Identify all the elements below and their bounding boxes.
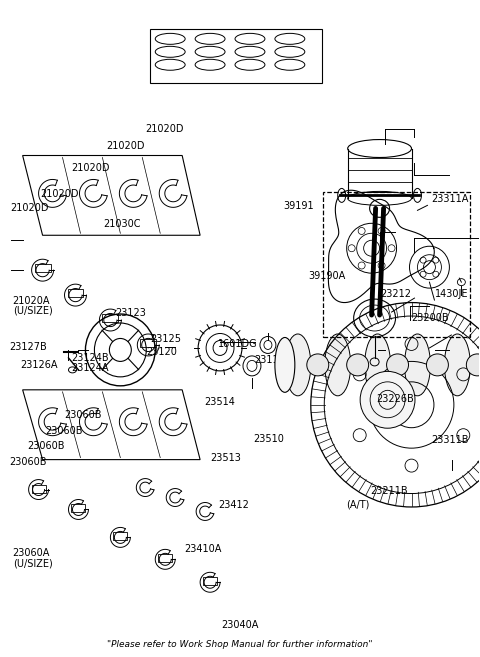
Ellipse shape: [386, 354, 408, 376]
Text: 23060B: 23060B: [27, 442, 64, 451]
Text: 23060B: 23060B: [9, 457, 47, 467]
Text: 23127B: 23127B: [9, 342, 47, 352]
Ellipse shape: [360, 371, 415, 428]
Text: 39191: 39191: [283, 201, 314, 211]
Text: 23124A: 23124A: [72, 363, 109, 373]
Text: 39190A: 39190A: [309, 271, 346, 281]
Text: (U/SIZE): (U/SIZE): [12, 305, 52, 315]
Ellipse shape: [285, 334, 311, 396]
Text: 1430JE: 1430JE: [435, 290, 469, 300]
Text: 23123: 23123: [116, 308, 146, 319]
Text: 23510: 23510: [253, 434, 284, 443]
Ellipse shape: [365, 334, 391, 396]
Text: 23212: 23212: [380, 290, 411, 300]
Text: 21020D: 21020D: [146, 124, 184, 133]
Bar: [323, 193, 470, 337]
Text: (A/T): (A/T): [346, 499, 370, 509]
Text: 23110: 23110: [254, 355, 285, 365]
Text: 23412: 23412: [218, 500, 249, 510]
Text: 23226B: 23226B: [376, 394, 414, 403]
Text: 23513: 23513: [210, 453, 241, 463]
Text: 23120: 23120: [147, 347, 178, 357]
Text: 21030C: 21030C: [104, 219, 141, 229]
Ellipse shape: [426, 354, 448, 376]
Ellipse shape: [467, 354, 480, 376]
Ellipse shape: [405, 334, 431, 396]
Text: 21020D: 21020D: [72, 163, 110, 173]
Text: 23410A: 23410A: [184, 544, 222, 555]
Text: 23514: 23514: [204, 397, 235, 407]
Text: 21020A: 21020A: [12, 296, 50, 306]
Text: 23211B: 23211B: [370, 486, 408, 496]
Bar: [150, 29, 322, 83]
Text: 21020D: 21020D: [10, 203, 49, 213]
Text: 23060B: 23060B: [45, 426, 83, 436]
Text: 1601DG: 1601DG: [217, 338, 257, 349]
Text: 23311A: 23311A: [432, 194, 469, 204]
Text: 23124B: 23124B: [72, 353, 109, 363]
Text: 21020D: 21020D: [106, 141, 144, 151]
Ellipse shape: [325, 334, 351, 396]
Ellipse shape: [347, 354, 369, 376]
Text: "Please refer to Work Shop Manual for further information": "Please refer to Work Shop Manual for fu…: [107, 639, 373, 648]
Text: 21020D: 21020D: [40, 189, 79, 199]
Text: 23200B: 23200B: [411, 313, 448, 323]
Ellipse shape: [307, 354, 329, 376]
Text: 23060A: 23060A: [12, 548, 50, 558]
Text: 23125: 23125: [150, 334, 181, 344]
Text: 23311B: 23311B: [432, 435, 469, 445]
Ellipse shape: [444, 334, 470, 396]
Text: 23060B: 23060B: [64, 410, 102, 420]
Ellipse shape: [275, 338, 295, 392]
Text: 23126A: 23126A: [20, 360, 57, 370]
Text: (U/SIZE): (U/SIZE): [12, 558, 52, 568]
Text: 23040A: 23040A: [221, 620, 259, 629]
